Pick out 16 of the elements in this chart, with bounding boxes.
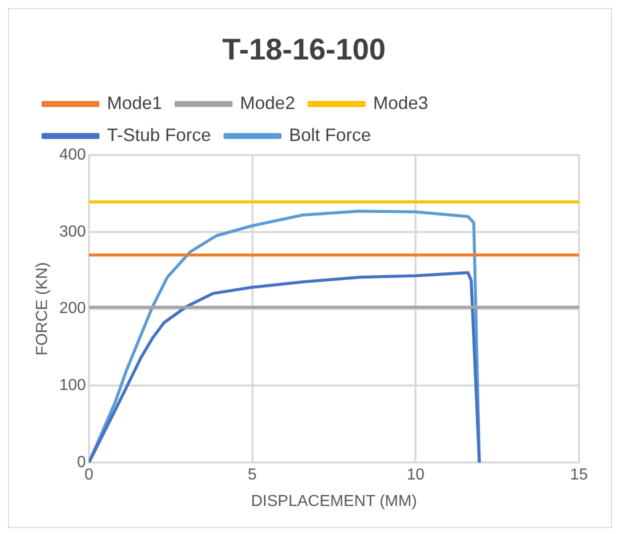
y-tick-label: 100	[59, 377, 86, 394]
x-tick-label: 15	[570, 466, 588, 484]
x-axis-title: DISPLACEMENT (MM)	[250, 492, 417, 510]
y-tick-label: 200	[59, 300, 86, 318]
y-tick-label: 400	[59, 146, 86, 164]
chart-title: T-18-16-100	[222, 33, 386, 66]
y-tick-label: 300	[59, 223, 86, 240]
y-axis-title: FORCE (KN)	[34, 262, 52, 356]
x-tick-label: 5	[248, 466, 257, 484]
legend-label: Mode1	[107, 92, 162, 113]
legend-label: Mode3	[373, 92, 428, 113]
y-tick-label: 0	[76, 454, 86, 472]
legend-label: Bolt Force	[289, 124, 372, 145]
legend-label: Mode2	[240, 92, 296, 113]
legend-label: T-Stub Force	[107, 124, 212, 145]
x-tick-label: 10	[406, 466, 425, 484]
